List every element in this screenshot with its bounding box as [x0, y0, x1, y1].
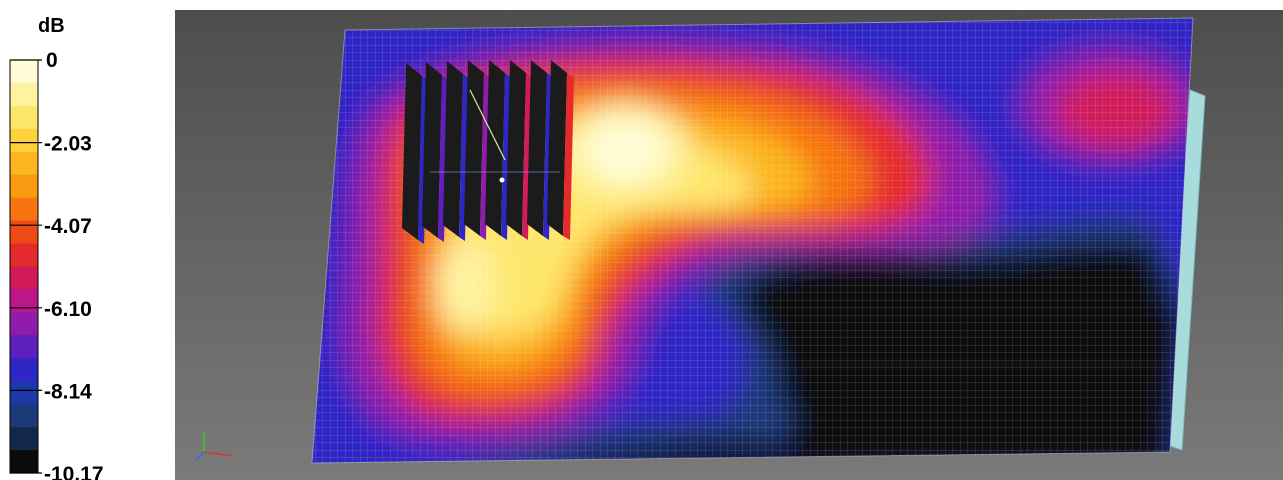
- colorbar-svg: dB 0 -2.03 -4.07 -6.10 -8.14 -10.17: [9, 15, 104, 480]
- axis-triad-icon: [195, 432, 233, 461]
- colorbar-tick-label: 0: [46, 49, 58, 72]
- colorbar-legend: dB 0 -2.03 -4.07 -6.10 -8.14 -10.17: [0, 0, 170, 480]
- colorbar-bands: [9, 59, 39, 474]
- colorbar-band: [10, 151, 38, 176]
- scene-svg[interactable]: [175, 10, 1283, 480]
- colorbar-band: [10, 289, 38, 313]
- colorbar-tick-label: -2.03: [44, 133, 92, 156]
- colorbar-unit-label: dB: [38, 15, 65, 37]
- colorbar-band: [10, 335, 38, 359]
- colorbar-band: [10, 220, 38, 245]
- colorbar-band: [10, 174, 38, 199]
- panel-array: [402, 60, 574, 244]
- colorbar-ticks: 0 -2.03 -4.07 -6.10 -8.14 -10.17: [10, 49, 104, 480]
- colorbar-band: [10, 266, 38, 290]
- colorbar-tick-label: -4.07: [44, 215, 92, 238]
- plane-outline: [311, 17, 1194, 464]
- colorbar-band: [10, 82, 38, 107]
- colorbar-band: [10, 128, 38, 153]
- colorbar-band: [10, 60, 38, 84]
- colorbar-band: [10, 197, 38, 222]
- colorbar-tick-label: -6.10: [44, 298, 92, 321]
- colorbar-band: [10, 427, 38, 451]
- colorbar-band: [10, 358, 38, 382]
- colorbar-tick-label: -8.14: [44, 380, 92, 403]
- colorbar-band: [10, 450, 38, 474]
- colorbar-band: [10, 105, 38, 130]
- 3d-viewport[interactable]: [175, 10, 1283, 480]
- colorbar-band: [10, 243, 38, 267]
- colorbar-tick-label: -10.17: [44, 463, 104, 480]
- colorbar-band: [10, 404, 38, 428]
- colorbar-band: [10, 312, 38, 336]
- colorbar-band: [10, 381, 38, 405]
